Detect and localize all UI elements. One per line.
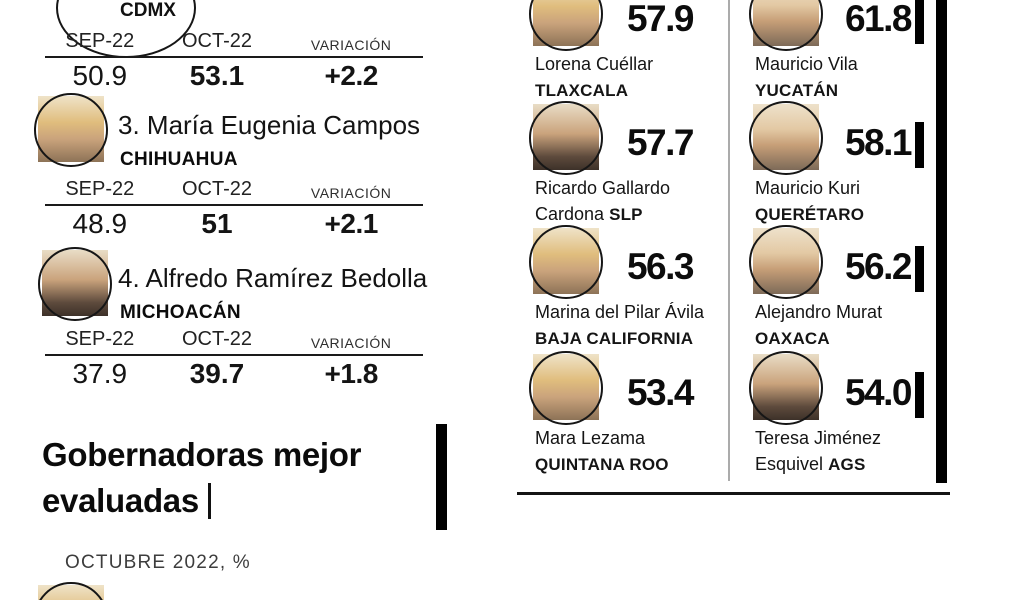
header-sep22: SEP-22 xyxy=(65,30,135,52)
score-bar xyxy=(915,0,924,44)
oct22-value: 39.7 xyxy=(189,358,245,389)
eval-table-chihuahua: SEP-22 OCT-22 VARIACIÓN 48.9 51 +2.1 xyxy=(45,178,423,240)
avatar-ricardo-gallardo xyxy=(529,101,603,175)
entry-state-3: CHIHUAHUA xyxy=(120,149,238,170)
avatar-mara-lezama xyxy=(529,351,603,425)
variacion-value: +2.2 xyxy=(324,60,379,91)
gov-name: Ricardo Gallardo Cardona xyxy=(535,178,671,224)
score-value: 53.4 xyxy=(626,372,695,413)
title-cursor-mark xyxy=(207,483,212,519)
gov-name: Teresa Jiménez Esquivel xyxy=(755,428,882,474)
gov-state: TLAXCALA xyxy=(535,80,629,100)
avatar-alfredo-ramirez-bedolla xyxy=(38,247,112,321)
gov-state: QUERÉTARO xyxy=(755,204,865,224)
table-rule xyxy=(45,204,423,206)
score-value: 56.2 xyxy=(844,246,913,287)
gov-name: Mauricio Kuri xyxy=(755,178,861,198)
table-value-row: 48.9 51 +2.1 xyxy=(45,208,423,240)
header-variacion: VARIACIÓN xyxy=(310,37,392,53)
gov-state: QUINTANA ROO xyxy=(535,454,669,474)
panel-column-divider xyxy=(728,0,730,481)
gov-state: YUCATÁN xyxy=(755,80,839,100)
avatar-alejandro-murat xyxy=(749,225,823,299)
score-bar xyxy=(915,122,924,168)
gov-state: SLP xyxy=(609,204,643,224)
state-label-cdmx: CDMX xyxy=(120,0,176,21)
gov-state: AGS xyxy=(828,454,866,474)
avatar-mauricio-vila xyxy=(749,0,823,51)
variacion-value: +2.1 xyxy=(324,208,379,239)
gov-name-state: Mauricio Vila YUCATÁN xyxy=(755,52,940,103)
gov-name: Alejandro Murat xyxy=(755,302,883,322)
section-subtitle: OCTUBRE 2022, % xyxy=(65,552,251,573)
sep22-value: 50.9 xyxy=(72,60,128,91)
table-value-row: 50.9 53.1 +2.2 xyxy=(45,60,423,92)
avatar-teresa-jimenez xyxy=(749,351,823,425)
entry-name-4: 4. Alfredo Ramírez Bedolla xyxy=(118,263,428,293)
eval-table-michoacan: SEP-22 OCT-22 VARIACIÓN 37.9 39.7 +1.8 xyxy=(45,328,423,390)
gov-name-state: Ricardo Gallardo Cardona SLP xyxy=(535,176,735,227)
entry-name-3: 3. María Eugenia Campos xyxy=(118,110,421,140)
gov-state: OAXACA xyxy=(755,328,830,348)
entry-state-4: MICHOACÁN xyxy=(120,302,241,323)
gov-name: Mara Lezama xyxy=(535,428,646,448)
gov-state: BAJA CALIFORNIA xyxy=(535,328,694,348)
score-value: 57.9 xyxy=(626,0,695,39)
header-variacion: VARIACIÓN xyxy=(310,335,392,351)
avatar-lorena-cuellar xyxy=(529,0,603,51)
header-sep22: SEP-22 xyxy=(65,178,135,200)
score-value: 58.1 xyxy=(844,122,913,163)
section-title-line2: evaluadas xyxy=(42,478,361,524)
gov-name-state: Mauricio Kuri QUERÉTARO xyxy=(755,176,940,227)
gov-name: Mauricio Vila xyxy=(755,54,858,74)
header-oct22: OCT-22 xyxy=(181,178,252,200)
score-value: 61.8 xyxy=(844,0,913,39)
score-bar xyxy=(915,246,924,292)
gov-name-state: Marina del Pilar Ávila BAJA CALIFORNIA xyxy=(535,300,735,351)
gov-name: Marina del Pilar Ávila xyxy=(535,302,705,322)
gov-name-state: Teresa Jiménez Esquivel AGS xyxy=(755,426,940,477)
section-title: Gobernadoras mejor evaluadas xyxy=(42,432,361,524)
gov-name-state: Lorena Cuéllar TLAXCALA xyxy=(535,52,735,103)
oct22-value: 53.1 xyxy=(189,60,245,91)
table-header-row: SEP-22 OCT-22 VARIACIÓN xyxy=(45,178,423,201)
table-header-row: SEP-22 OCT-22 VARIACIÓN xyxy=(45,30,423,53)
panel-bottom-rule xyxy=(517,492,950,495)
score-value: 54.0 xyxy=(844,372,913,413)
gov-name-state: Mara Lezama QUINTANA ROO xyxy=(535,426,735,477)
section-title-line1: Gobernadoras mejor xyxy=(42,436,362,473)
panel-right-edge-bar xyxy=(936,0,947,483)
gov-name: Lorena Cuéllar xyxy=(535,54,654,74)
eval-table-cdmx: SEP-22 OCT-22 VARIACIÓN 50.9 53.1 +2.2 xyxy=(45,30,423,92)
variacion-value: +1.8 xyxy=(324,358,379,389)
header-variacion: VARIACIÓN xyxy=(310,185,392,201)
avatar-marina-del-pilar xyxy=(529,225,603,299)
title-marker-bar xyxy=(436,424,447,530)
header-oct22: OCT-22 xyxy=(181,30,252,52)
avatar-mauricio-kuri xyxy=(749,101,823,175)
score-bar xyxy=(915,372,924,418)
table-rule xyxy=(45,354,423,356)
oct22-value: 51 xyxy=(201,208,233,239)
sep22-value: 37.9 xyxy=(72,358,128,389)
score-value: 56.3 xyxy=(626,246,695,287)
gov-name-state: Alejandro Murat OAXACA xyxy=(755,300,940,351)
header-oct22: OCT-22 xyxy=(181,328,252,350)
score-value: 57.7 xyxy=(626,122,695,163)
table-header-row: SEP-22 OCT-22 VARIACIÓN xyxy=(45,328,423,351)
cropped-bottom-avatar xyxy=(34,582,108,600)
sep22-value: 48.9 xyxy=(72,208,128,239)
section-title-line2-text: evaluadas xyxy=(42,482,199,519)
table-rule xyxy=(45,56,423,58)
header-sep22: SEP-22 xyxy=(65,328,135,350)
table-value-row: 37.9 39.7 +1.8 xyxy=(45,358,423,390)
avatar-maria-eugenia-campos xyxy=(34,93,108,167)
